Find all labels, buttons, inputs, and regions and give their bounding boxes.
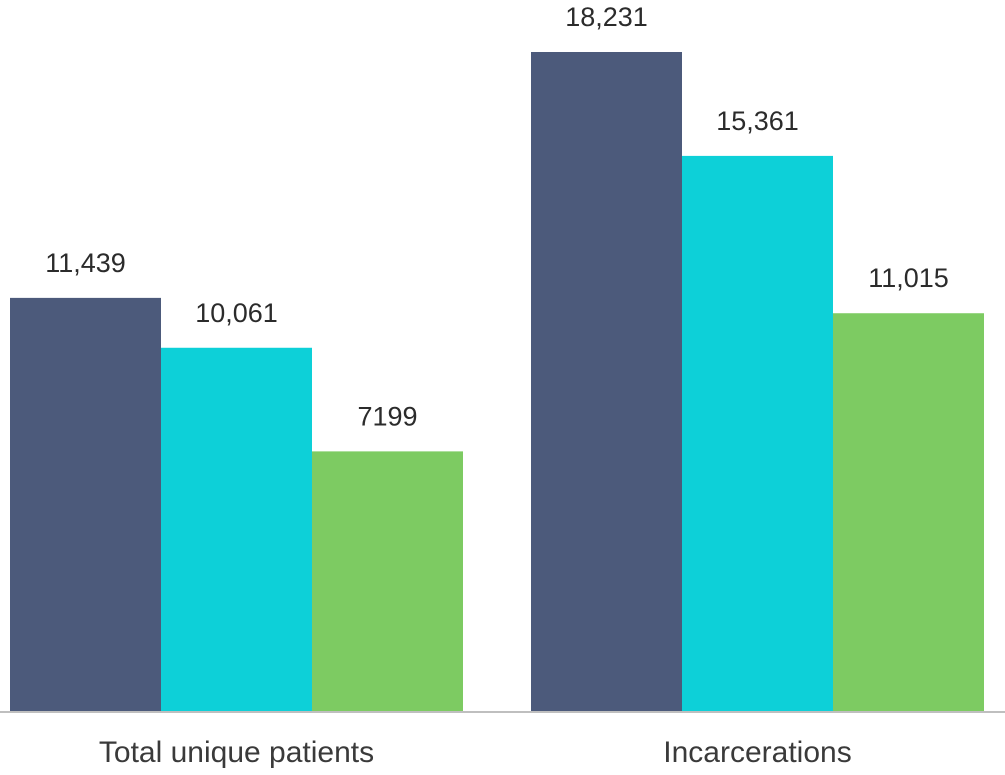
value-labels-group: 11,439 10,061 7199 18,231 15,361 11,015: [45, 2, 949, 431]
bar-0-1: [161, 347, 312, 712]
bar-1-0: [531, 52, 682, 712]
category-label-1: Incarcerations: [663, 736, 851, 769]
data-label-1-2: 11,015: [868, 263, 949, 293]
data-label-1-1: 15,361: [716, 106, 799, 136]
bar-0-0: [10, 297, 161, 712]
data-label-0-2: 7199: [357, 401, 417, 431]
bar-1-2: [833, 313, 984, 712]
data-label-0-0: 11,439: [45, 248, 126, 278]
bars-group: [10, 52, 984, 712]
data-label-1-0: 18,231: [565, 2, 648, 32]
category-labels-group: Total unique patients Incarcerations: [99, 736, 852, 769]
bar-0-2: [312, 451, 463, 712]
category-label-0: Total unique patients: [99, 736, 374, 769]
data-label-0-1: 10,061: [195, 298, 278, 328]
bar-1-1: [682, 155, 833, 712]
